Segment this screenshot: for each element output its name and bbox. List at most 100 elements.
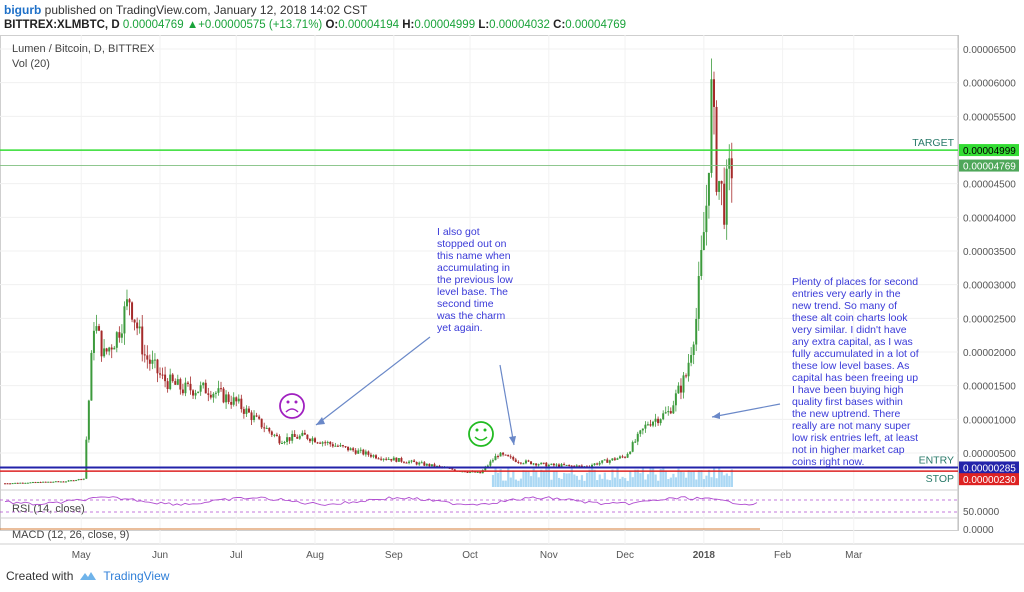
candle-body: [314, 438, 317, 443]
level-stop-value: 0.00000230: [963, 475, 1016, 486]
candle-body: [502, 452, 505, 455]
candle-body: [430, 464, 433, 467]
candle-body: [418, 462, 421, 465]
volume-bar: [575, 475, 578, 487]
candle-body: [181, 389, 184, 394]
candle-body: [357, 450, 360, 454]
candle-body: [141, 326, 144, 355]
level-entry-label: ENTRY: [919, 454, 954, 466]
note-second-entries-line: entries very early in the: [792, 288, 901, 300]
volume-bar: [631, 477, 634, 487]
candle-body: [9, 483, 12, 485]
candle-body: [49, 481, 52, 483]
close-label: C:: [553, 19, 566, 31]
x-tick-label: Jul: [230, 550, 243, 561]
candle-body: [324, 442, 327, 444]
candle-body: [535, 463, 538, 466]
note-second-entries-line: the new uptrend. There: [792, 408, 901, 420]
happy-face-mouth: [474, 436, 488, 441]
note-stopped-out-line: stopped out on: [437, 238, 507, 250]
candle-body: [710, 79, 713, 173]
up-arrow-icon: ▲: [186, 19, 199, 31]
symbol: BITTREX:XLMBTC, D: [4, 19, 120, 31]
candle-body: [278, 436, 281, 444]
note-stopped-out-line: the previous low: [437, 274, 513, 286]
volume-bar: [499, 469, 502, 487]
level-target-tag: [959, 144, 1019, 157]
y-tick-label: 0.00003000: [963, 281, 1016, 292]
y-tick-label: 0.00006000: [963, 79, 1016, 90]
candle-body: [563, 464, 566, 466]
candle-body: [220, 388, 223, 390]
volume-bar: [718, 467, 721, 487]
footer: Created with TradingView: [6, 569, 169, 583]
note-stopped-out-line: was the charm: [436, 310, 506, 322]
candle-body: [491, 460, 494, 462]
candle-body: [179, 379, 182, 390]
volume-bar: [679, 471, 683, 487]
candle-body: [26, 482, 29, 484]
candle-body: [286, 437, 289, 443]
candle-body: [212, 393, 215, 398]
candle-body: [568, 464, 571, 466]
candle-body: [705, 205, 708, 233]
candle-body: [550, 463, 553, 465]
last-price-value: 0.00004769: [963, 162, 1016, 173]
candle-body: [199, 385, 202, 392]
candle-body: [591, 464, 594, 467]
candle-body: [570, 465, 573, 467]
volume-bar: [695, 479, 698, 487]
candle-body: [184, 382, 187, 394]
volume-bar: [685, 477, 688, 487]
volume-bar: [596, 480, 599, 487]
candle-body: [306, 434, 309, 439]
candle-body: [507, 454, 510, 457]
sad-face-eye: [286, 400, 290, 404]
y-tick-label: 0.00001500: [963, 382, 1016, 393]
low-label: L:: [478, 19, 490, 31]
volume-bar: [593, 469, 596, 487]
volume-bar: [557, 477, 561, 487]
candle-body: [245, 408, 248, 414]
y-tick-label: 0.00002500: [963, 314, 1016, 325]
volume-bar: [646, 474, 650, 487]
y-tick-label: 0.00002000: [963, 348, 1016, 359]
candle-body: [192, 390, 195, 396]
candle-body: [552, 463, 555, 466]
volume-bar: [636, 469, 639, 487]
candle-body: [100, 330, 103, 357]
happy-face-eye: [483, 428, 487, 432]
candle-body: [113, 347, 116, 350]
tradingview-link[interactable]: TradingView: [103, 569, 170, 583]
happy-face-icon: [468, 421, 494, 447]
candle-body: [540, 462, 543, 465]
note-stopped-out-line: I also got: [437, 226, 480, 238]
candle-body: [39, 482, 42, 484]
candle-body: [207, 393, 210, 395]
author-link[interactable]: bigurb: [4, 3, 42, 17]
volume-bar: [626, 480, 629, 487]
candle-body: [197, 391, 200, 393]
publish-info: bigurb published on TradingView.com, Jan…: [4, 3, 367, 17]
x-tick-label: May: [72, 550, 91, 561]
candle-body: [494, 456, 497, 461]
candle-body: [486, 465, 489, 467]
volume-bar: [682, 472, 685, 487]
volume-bar: [514, 479, 517, 487]
candle-body: [260, 418, 263, 428]
candle-body: [555, 464, 558, 466]
candle-body: [354, 450, 357, 454]
candle-body: [542, 462, 545, 464]
note-second-entries-line: fully accumulated in a lot of: [792, 348, 919, 360]
candle-body: [636, 433, 639, 442]
volume-bar: [524, 470, 528, 487]
low-value: 0.00004032: [489, 19, 550, 31]
price-chart[interactable]: 0.000065000.000060000.000055000.00005000…: [0, 35, 1024, 567]
volume-bar: [603, 472, 606, 487]
candle-body: [677, 385, 680, 394]
volume-bar: [565, 473, 568, 487]
tradingview-logo-icon: [80, 572, 97, 580]
candle-body: [596, 463, 599, 465]
candle-body: [52, 481, 55, 483]
note-second-entries-line: capital has been freeing up: [792, 372, 918, 384]
